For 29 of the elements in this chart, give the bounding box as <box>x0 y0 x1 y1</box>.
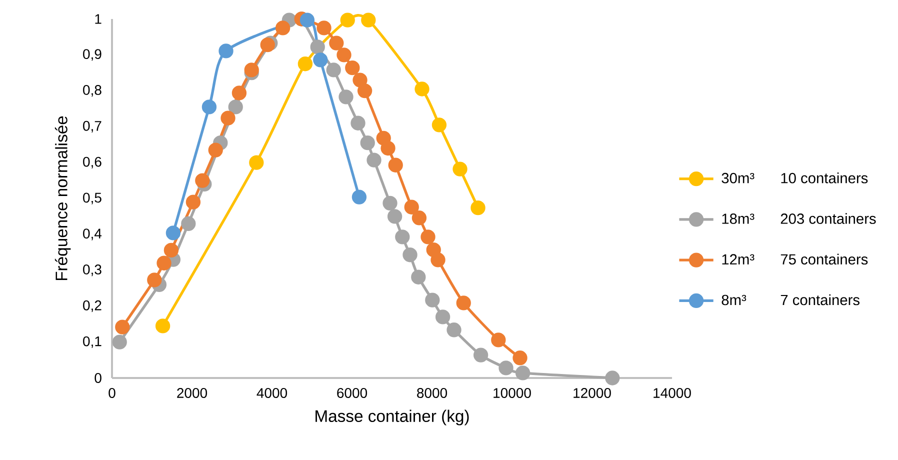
x-tick-label: 0 <box>108 388 116 398</box>
y-tick-label: 0,4 <box>83 228 102 240</box>
x-axis-title: Masse container (kg) <box>316 410 469 426</box>
y-tick-label: 0,7 <box>83 120 102 132</box>
y-axis-title: Fréquence normalisée <box>54 116 71 280</box>
legend-label: 30m³ <box>722 172 754 184</box>
x-tick-label: 12000 <box>574 388 611 398</box>
x-tick-label: 10000 <box>494 388 531 398</box>
x-tick-label: 2000 <box>177 388 208 398</box>
y-tick-label: 0,3 <box>83 264 102 276</box>
legend-label: 12m³ <box>722 254 754 264</box>
y-tick-label: 0 <box>94 373 102 383</box>
y-tick-label: 0,1 <box>83 336 102 348</box>
text: 75 containers <box>780 254 868 265</box>
y-tick-label: 1 <box>95 14 102 24</box>
x-tick-label: 6000 <box>337 388 368 398</box>
text: 203 containers <box>780 213 876 224</box>
text: 10 containers <box>781 172 868 184</box>
x-tick-label: 8000 <box>417 388 448 398</box>
legend-label: 8m³ <box>722 294 746 306</box>
y-tick-label: 0,5 <box>83 192 102 204</box>
y-tick-label: 0,6 <box>83 156 102 168</box>
y-tick-label: 0,2 <box>83 300 102 312</box>
y-tick-label: 0,9 <box>83 49 102 61</box>
x-tick-label: 14000 <box>654 388 691 398</box>
y-tick-label: 0,8 <box>83 85 102 97</box>
legend-label: 18m³ <box>722 214 754 224</box>
text: 7 containers <box>780 294 860 306</box>
x-tick-label: 4000 <box>256 388 288 398</box>
